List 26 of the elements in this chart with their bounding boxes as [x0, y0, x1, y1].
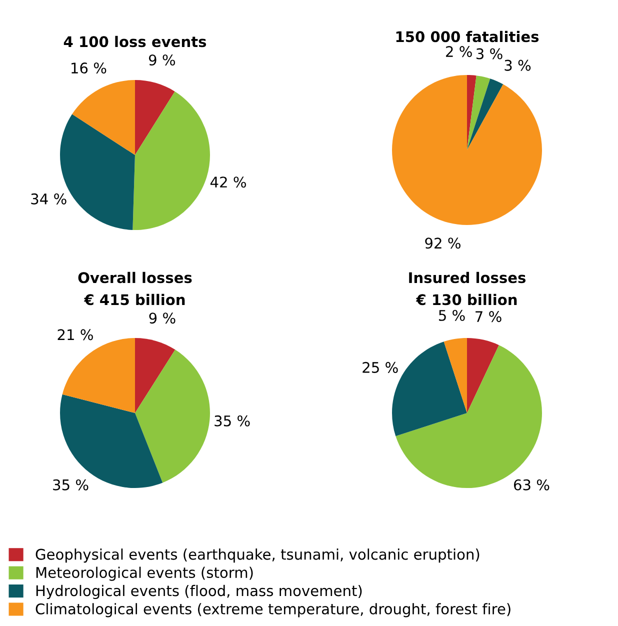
data-label: 25 % [362, 362, 398, 373]
data-label: 16 % [72, 62, 106, 74]
data-label: 3 % [504, 60, 531, 71]
legend-label: Climatological events (extreme temperature, drought, forest fire) [36, 603, 510, 618]
data-label: 35 % [53, 479, 88, 490]
chart-subtitle: € 130 billion [416, 294, 517, 306]
data-label: 21 % [58, 329, 93, 340]
data-label: 5 % [438, 310, 465, 321]
legend-label: Geophysical events (earthquake, tsunami, volcanic eruption) [36, 548, 480, 563]
chart-title: 150 000 fatalities [396, 30, 539, 42]
legend-label: Meteorological events (storm) [36, 566, 253, 581]
data-label: 7 % [476, 311, 502, 322]
data-label: 9 % [149, 312, 176, 324]
data-label: 42 % [210, 176, 246, 188]
data-label: 3 % [476, 48, 502, 60]
data-label: 2 % [446, 46, 472, 58]
chart-title: Insured losses [409, 272, 526, 284]
data-label: 63 % [514, 479, 550, 490]
data-label: 92 % [425, 238, 460, 249]
data-label: 9 % [148, 54, 176, 66]
chart-title: 4 100 loss events [64, 36, 206, 48]
chart-subtitle: € 415 billion [84, 294, 185, 306]
data-label: 35 % [214, 415, 250, 426]
chart-title: Overall losses [78, 272, 192, 284]
data-label: 34 % [31, 193, 66, 204]
legend-label: Hydrological events (flood, mass movement) [36, 584, 362, 600]
